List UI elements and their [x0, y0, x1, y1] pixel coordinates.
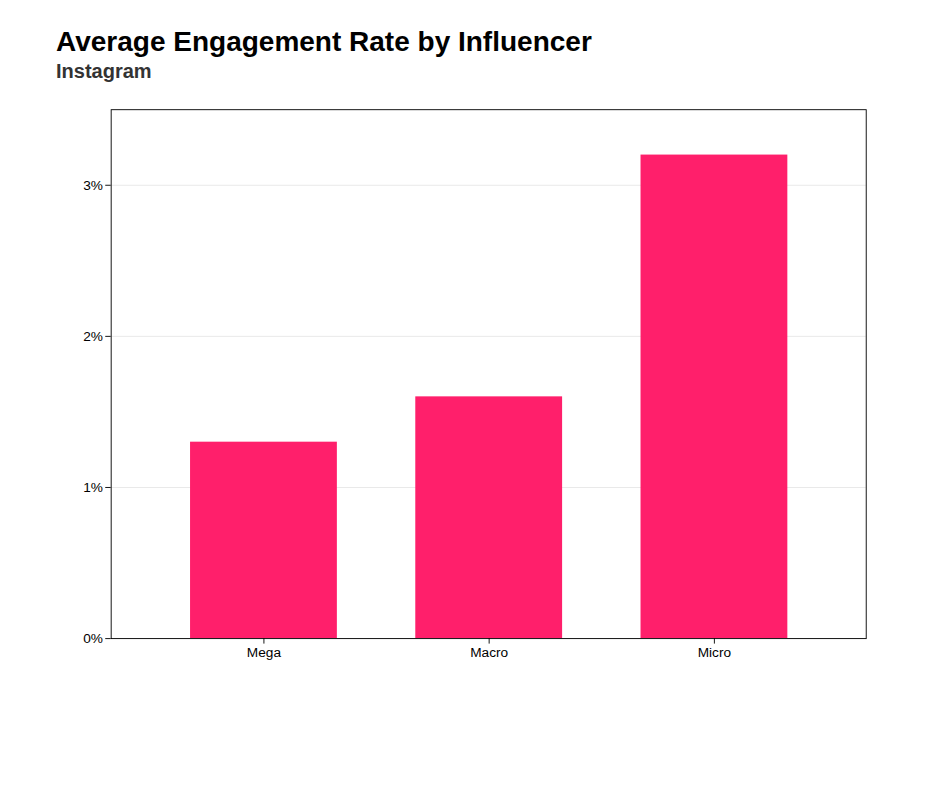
- svg-text:2%: 2%: [83, 329, 103, 344]
- html-text:Average Engagement Rate by Inf: Average Engagement Rate by Influencer: [56, 26, 592, 57]
- svg-text:3%: 3%: [83, 178, 103, 193]
- svg-text:Micro: Micro: [698, 645, 732, 660]
- html-text:Instagram: Instagram: [56, 60, 152, 82]
- svg-text:Mega: Mega: [247, 645, 282, 660]
- svg-text:1%: 1%: [83, 480, 103, 495]
- svg-text:Macro: Macro: [470, 645, 508, 660]
- svg-text:0%: 0%: [83, 631, 103, 646]
